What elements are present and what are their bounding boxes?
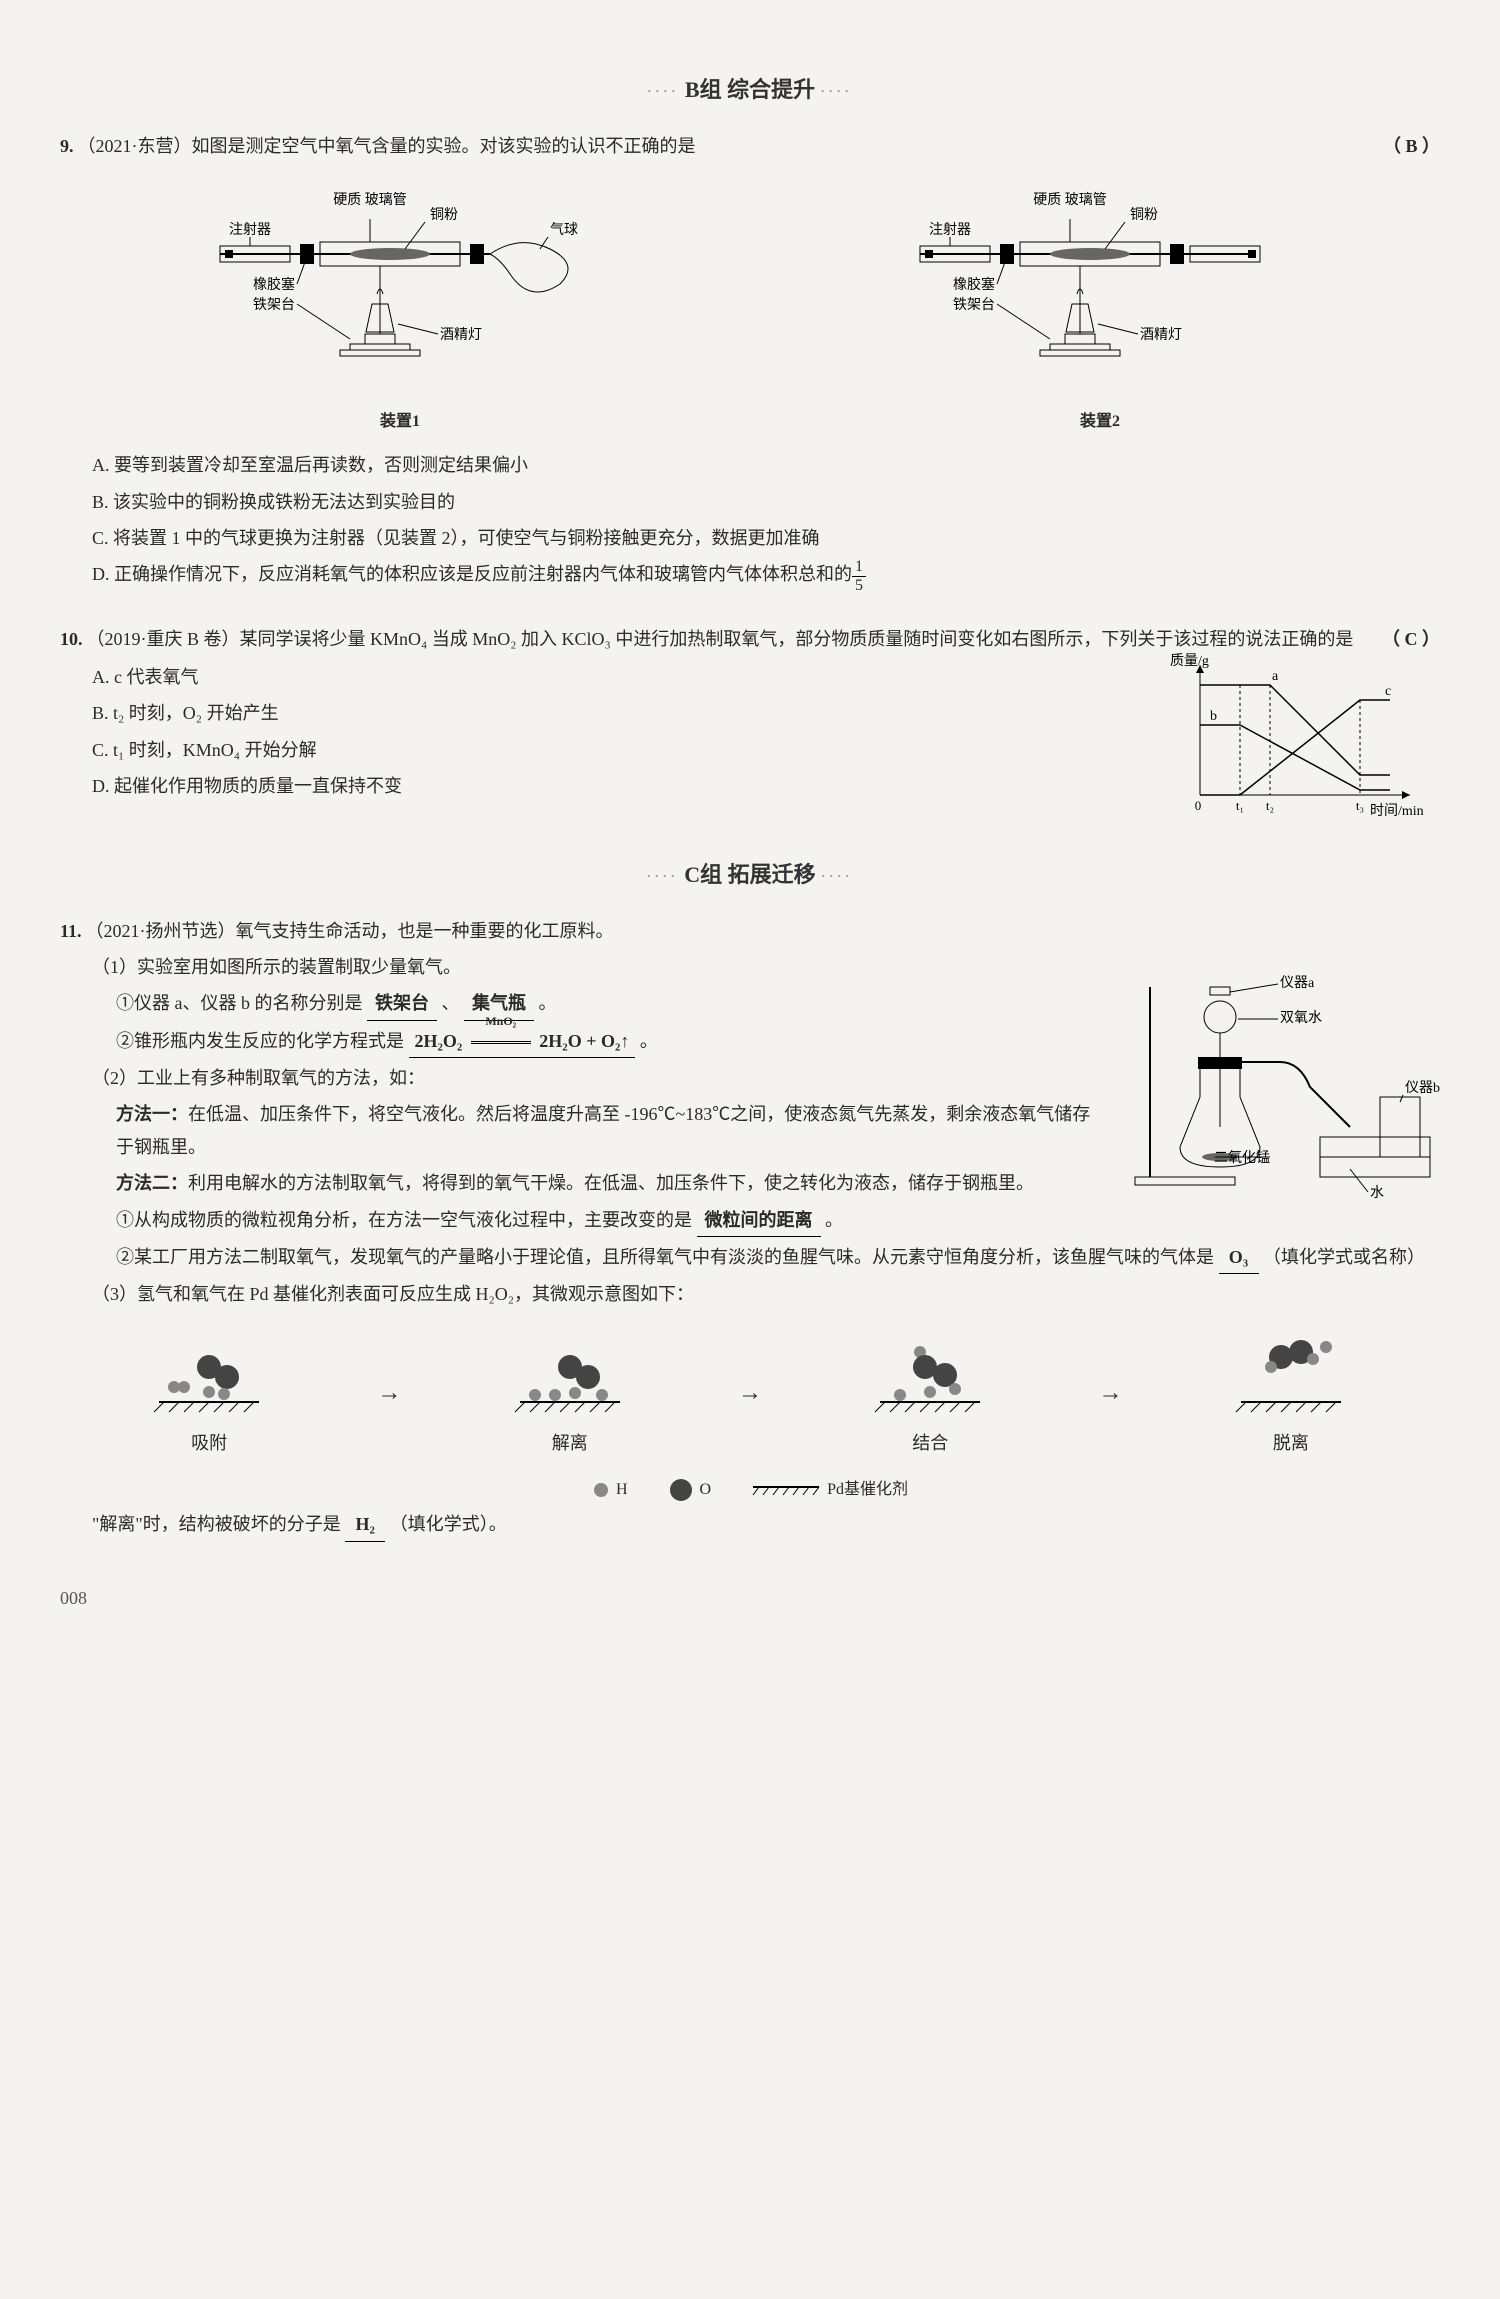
svg-text:二氧化锰: 二氧化锰 bbox=[1214, 1150, 1270, 1166]
page-number: 008 bbox=[60, 1582, 1440, 1614]
q11-stem: （2021·扬州节选）氧气支持生命活动，也是一种重要的化工原料。 bbox=[86, 915, 1440, 947]
q11-p3: （3）氢气和氧气在 Pd 基催化剂表面可反应生成 H₂O₂，其微观示意图如下： bbox=[92, 1278, 1440, 1310]
svg-text:仪器a: 仪器a bbox=[1280, 976, 1315, 991]
diagram2-caption: 装置2 bbox=[760, 408, 1440, 437]
svg-text:注射器: 注射器 bbox=[229, 222, 271, 238]
svg-text:铁架台: 铁架台 bbox=[953, 297, 995, 313]
dots-left: ···· bbox=[647, 84, 679, 98]
svg-text:t₂: t₂ bbox=[1266, 798, 1274, 813]
svg-text:a: a bbox=[1272, 669, 1279, 684]
svg-text:水: 水 bbox=[1370, 1185, 1384, 1201]
question-9: 9. （2021·东营）如图是测定空气中氧气含量的实验。对该实验的认识不正确的是… bbox=[60, 130, 1440, 595]
apparatus-2-svg: 注射器 硬质 玻璃管 铜粉 橡胶塞 铁架台 酒精灯 bbox=[890, 174, 1310, 394]
equation: 2H₂O₂ MnO₂ 2H₂O + O₂↑ bbox=[409, 1025, 636, 1058]
q11-p2-2: ②某工厂用方法二制取氧气，发现氧气的产量略小于理论值，且所得氧气中有淡淡的鱼腥气… bbox=[116, 1241, 1440, 1274]
ans-2-1: 微粒间的距离 bbox=[697, 1204, 821, 1237]
svg-text:硬质 玻璃管: 硬质 玻璃管 bbox=[1033, 191, 1107, 208]
q11-num: 11. bbox=[60, 915, 82, 947]
q9-diagram1: 注射器 硬质 玻璃管 铜粉 气球 橡胶塞 铁架台 酒精灯 装置1 bbox=[60, 174, 740, 437]
q10-stem: （2019·重庆 B 卷）某同学误将少量 KMnO₄ 当成 MnO₂ 加入 KC… bbox=[87, 623, 1441, 655]
micro-legend: H O Pd基催化剂 bbox=[60, 1476, 1440, 1505]
svg-text:酒精灯: 酒精灯 bbox=[1140, 327, 1182, 343]
apparatus-1-svg: 注射器 硬质 玻璃管 铜粉 气球 橡胶塞 铁架台 酒精灯 bbox=[190, 174, 610, 394]
arrow-icon: → bbox=[377, 1372, 401, 1415]
q9-answer: （ B ） bbox=[1383, 130, 1440, 162]
q11-apparatus: 仪器a 双氧水 仪器b 二氧化锰 水 bbox=[1120, 947, 1440, 1207]
section-b-header: ···· B组 综合提升 ···· bbox=[60, 70, 1440, 110]
svg-text:橡胶塞: 橡胶塞 bbox=[253, 276, 295, 293]
section-b-title: B组 综合提升 bbox=[685, 77, 815, 102]
svg-text:双氧水: 双氧水 bbox=[1280, 1010, 1322, 1026]
arrow-icon: → bbox=[1099, 1372, 1123, 1415]
svg-text:仪器b: 仪器b bbox=[1405, 1081, 1440, 1096]
svg-text:硬质 玻璃管: 硬质 玻璃管 bbox=[333, 191, 407, 208]
svg-text:铜粉: 铜粉 bbox=[1130, 207, 1158, 223]
question-10: 10. （2019·重庆 B 卷）某同学误将少量 KMnO₄ 当成 MnO₂ 加… bbox=[60, 623, 1440, 825]
svg-text:铜粉: 铜粉 bbox=[430, 207, 458, 223]
q10-num: 10. bbox=[60, 623, 83, 655]
q11-p2-1: ①从构成物质的微粒视角分析，在方法一空气液化过程中，主要改变的是 微粒间的距离 … bbox=[116, 1204, 1440, 1237]
q9-opt-d: D. 正确操作情况下，反应消耗氧气的体积应该是反应前注射器内气体和玻璃管内气体体… bbox=[92, 558, 1440, 594]
q9-opt-c: C. 将装置 1 中的气球更换为注射器（见装置 2），可使空气与铜粉接触更充分，… bbox=[92, 522, 1440, 554]
arrow-icon: → bbox=[738, 1372, 762, 1415]
dots-right: ···· bbox=[821, 84, 853, 98]
svg-text:酒精灯: 酒精灯 bbox=[440, 327, 482, 343]
svg-text:气球: 气球 bbox=[550, 222, 578, 238]
question-11: 11. （2021·扬州节选）氧气支持生命活动，也是一种重要的化工原料。 仪器a… bbox=[60, 915, 1440, 1542]
section-c-title: C组 拓展迁移 bbox=[684, 862, 815, 887]
svg-text:质量/g: 质量/g bbox=[1170, 653, 1209, 669]
q11-p3-q: "解离"时，结构被破坏的分子是 H₂ （填化学式）。 bbox=[92, 1508, 1440, 1541]
svg-text:c: c bbox=[1385, 684, 1391, 699]
q9-stem: （2021·东营）如图是测定空气中氧气含量的实验。对该实验的认识不正确的是 （ … bbox=[78, 130, 1441, 162]
q9-opt-a: A. 要等到装置冷却至室温后再读数，否则测定结果偏小 bbox=[92, 449, 1440, 481]
ans-a: 铁架台 bbox=[367, 987, 437, 1020]
q9-num: 9. bbox=[60, 130, 74, 162]
ans-3: H₂ bbox=[345, 1508, 385, 1541]
micro-diagram: 吸附 → 解离 → 结合 → bbox=[100, 1327, 1400, 1460]
section-c-header: ···· C组 拓展迁移 ···· bbox=[60, 855, 1440, 895]
svg-text:t₃: t₃ bbox=[1356, 798, 1364, 813]
svg-text:注射器: 注射器 bbox=[929, 222, 971, 238]
diagram1-caption: 装置1 bbox=[60, 408, 740, 437]
q10-answer: （ C ） bbox=[1382, 623, 1440, 655]
svg-text:橡胶塞: 橡胶塞 bbox=[953, 276, 995, 293]
ans-2-2: O₃ bbox=[1219, 1241, 1259, 1274]
svg-text:铁架台: 铁架台 bbox=[253, 297, 295, 313]
svg-text:t₁: t₁ bbox=[1236, 798, 1244, 813]
q10-chart: 质量/g 时间/min a b c 0 t₁ t₂ t₃ bbox=[1160, 645, 1440, 825]
q9-opt-b: B. 该实验中的铜粉换成铁粉无法达到实验目的 bbox=[92, 486, 1440, 518]
svg-text:时间/min: 时间/min bbox=[1370, 803, 1424, 819]
q9-diagram2: 注射器 硬质 玻璃管 铜粉 橡胶塞 铁架台 酒精灯 装置2 bbox=[760, 174, 1440, 437]
svg-text:b: b bbox=[1210, 709, 1217, 724]
svg-text:0: 0 bbox=[1195, 798, 1202, 813]
